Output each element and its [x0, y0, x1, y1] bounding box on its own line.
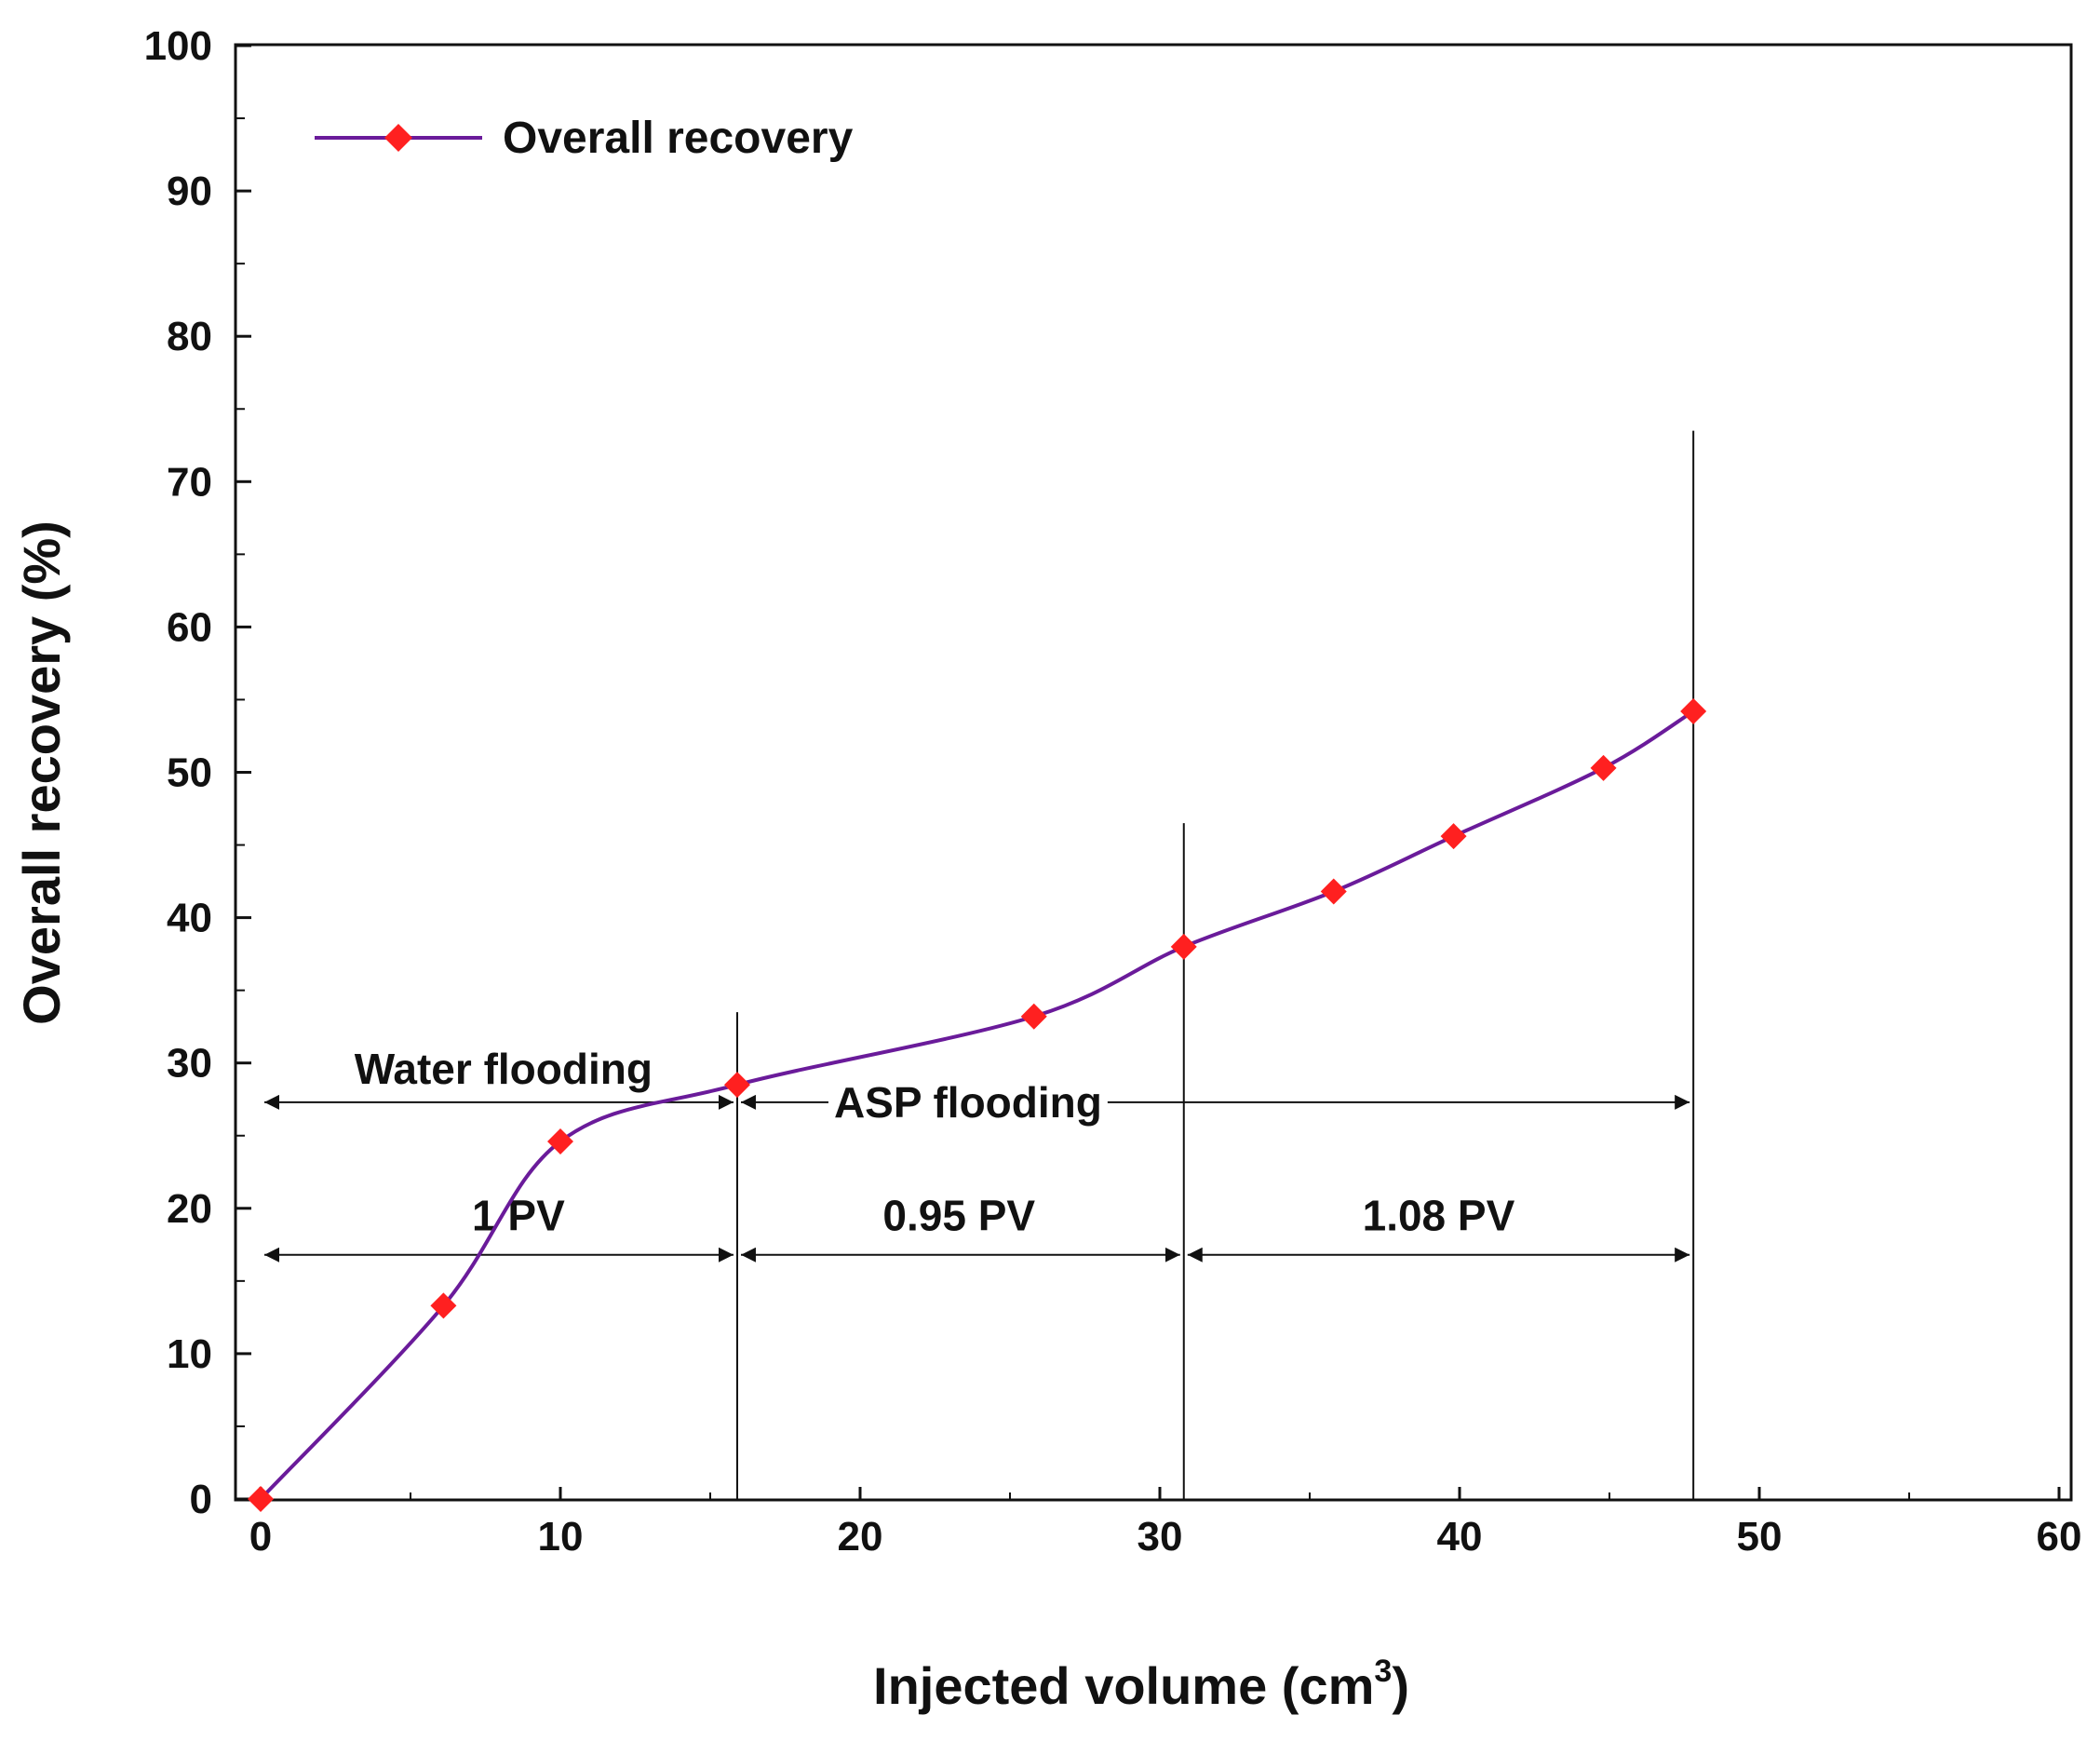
x-axis: 0 10 20 30 40 50 60 [249, 1487, 2082, 1560]
data-point-marker [1320, 878, 1347, 905]
data-point-marker [1440, 823, 1467, 850]
y-axis-title: Overall recovery (%) [12, 520, 71, 1025]
pore-volume-label: 1.08 PV [1363, 1192, 1515, 1240]
data-point-marker [248, 1486, 274, 1512]
y-tick-label: 50 [167, 750, 212, 796]
data-point-marker [723, 1072, 750, 1099]
data-point-marker [1590, 754, 1617, 781]
y-tick-label: 90 [167, 169, 212, 214]
x-tick-label: 10 [538, 1514, 584, 1560]
y-tick-label: 40 [167, 896, 212, 941]
data-point-marker [1680, 697, 1707, 724]
x-tick-label: 40 [1437, 1514, 1483, 1560]
y-tick-label: 80 [167, 314, 212, 359]
plot-frame [234, 43, 2073, 1502]
x-axis-title-close: ) [1392, 1656, 1409, 1715]
water-flooding-label: Water flooding [355, 1045, 653, 1093]
data-point-marker [1170, 933, 1197, 960]
y-tick-label: 30 [167, 1041, 212, 1087]
pore-volume-label: 0.95 PV [882, 1192, 1035, 1240]
phase-boundaries [735, 430, 1695, 1499]
x-tick-label: 20 [838, 1514, 883, 1560]
legend: Overall recovery [315, 114, 854, 163]
x-axis-title: Injected volume (cm3) [873, 1654, 1409, 1715]
data-point-marker [430, 1292, 457, 1319]
asp-flooding-label-bg [828, 1077, 1108, 1127]
y-tick-label: 100 [144, 23, 212, 69]
legend-label: Overall recovery [503, 114, 854, 163]
flooding-annotations: Water flooding ASP flooding 1 PV 0.95 PV 1.0… [264, 1045, 1690, 1263]
y-axis: 0 10 20 30 40 50 60 70 80 90 100 [144, 23, 251, 1522]
pore-volume-label: 1 PV [472, 1192, 565, 1240]
x-axis-title-sup: 3 [1374, 1654, 1392, 1689]
data-point-marker [547, 1128, 573, 1155]
y-tick-label: 60 [167, 604, 212, 650]
y-tick-label: 0 [190, 1477, 212, 1522]
x-tick-label: 60 [2037, 1514, 2082, 1560]
data-point-marker [1020, 1003, 1047, 1030]
asp-flooding-label: ASP flooding [834, 1078, 1102, 1127]
y-tick-label: 20 [167, 1186, 212, 1232]
x-tick-label: 30 [1138, 1514, 1183, 1560]
series-overall-recovery [248, 697, 1707, 1512]
y-tick-label: 10 [167, 1331, 212, 1377]
legend-diamond-icon [384, 124, 412, 152]
y-tick-label: 70 [167, 459, 212, 505]
x-tick-label: 50 [1737, 1514, 1783, 1560]
x-tick-label: 0 [249, 1514, 272, 1560]
x-axis-title-main: Injected volume (cm [873, 1656, 1374, 1715]
